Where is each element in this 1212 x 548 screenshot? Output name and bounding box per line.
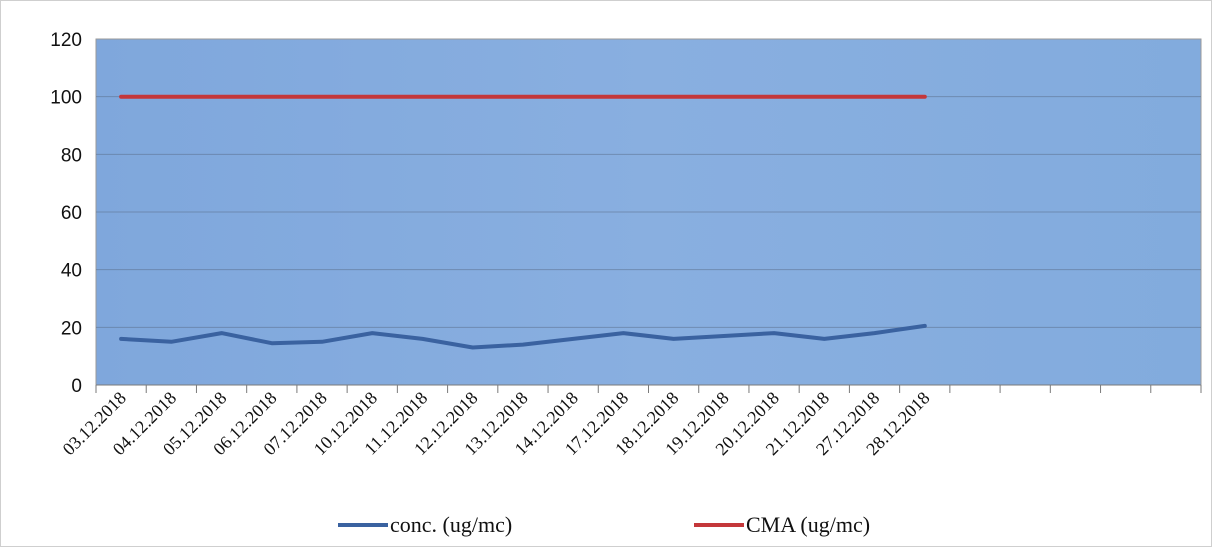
y-tick-label: 120 (50, 30, 82, 51)
y-tick-label: 100 (50, 88, 82, 109)
legend-label: conc. (ug/mc) (390, 512, 512, 537)
y-tick-label: 80 (61, 145, 82, 166)
y-tick-label: 20 (61, 318, 82, 339)
y-tick-label: 60 (61, 203, 82, 224)
legend-label: CMA (ug/mc) (746, 512, 870, 537)
y-tick-label: 40 (61, 261, 82, 282)
legend: conc. (ug/mc) CMA (ug/mc) (338, 512, 870, 537)
series-line-0 (119, 323, 927, 350)
series-lines (119, 94, 927, 350)
y-tick-label: 0 (71, 376, 82, 397)
